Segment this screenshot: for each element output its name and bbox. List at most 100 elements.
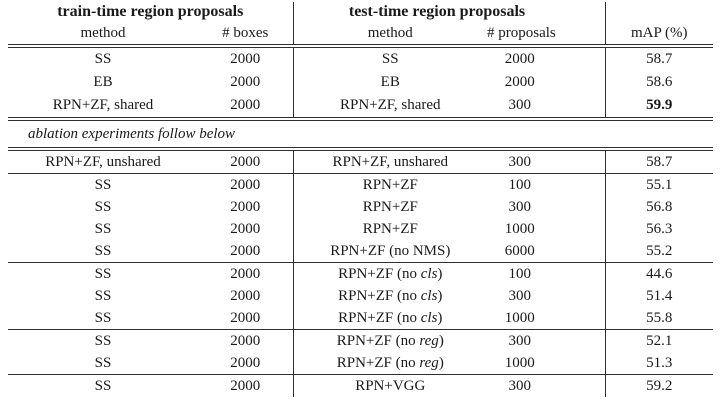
test-method-cell: RPN+ZF (no cls) [293, 263, 487, 286]
map-cell: 51.3 [646, 355, 673, 371]
test-method-cell: RPN+ZF, shared [293, 94, 487, 119]
header-test-proposals: # proposals [487, 22, 606, 46]
table-header: train-time region proposals test-time re… [8, 2, 714, 46]
test-method-text: RPN+ZF (no [338, 310, 421, 326]
map-cell: 51.4 [646, 288, 673, 304]
train-method-cell: SS [94, 243, 112, 259]
table-row: SS 2000 RPN+ZF 100 55.1 [8, 173, 713, 197]
test-method-cell: RPN+ZF (no cls) [293, 285, 487, 307]
ablation-note-band: ablation experiments follow below [8, 119, 714, 149]
test-method-cell: RPN+ZF (no cls) [293, 307, 487, 330]
proposals-cell: 300 [487, 196, 606, 218]
test-method-italic: cls [420, 288, 438, 304]
table-row: SS 2000 RPN+ZF (no reg) 1000 51.3 [8, 352, 713, 375]
ablation-note: ablation experiments follow below [28, 126, 236, 142]
proposals-cell: 300 [487, 374, 606, 397]
test-method-text: ) [438, 355, 444, 371]
train-boxes-cell: 2000 [198, 307, 294, 330]
train-method-cell: SS [94, 378, 112, 394]
header-map: mAP (%) [631, 25, 688, 41]
table-row: SS 2000 RPN+ZF (no reg) 300 52.1 [8, 329, 713, 353]
map-cell-best: 59.9 [646, 97, 673, 113]
test-method-cell: RPN+ZF [293, 196, 487, 218]
test-method-italic: reg [419, 355, 439, 371]
test-method-cell: EB [293, 71, 487, 94]
table-row: SS 2000 RPN+ZF (no cls) 300 51.4 [8, 285, 713, 307]
proposals-cell: 2000 [487, 46, 606, 71]
test-method-text: RPN+ZF (no [338, 266, 421, 282]
test-method-cell: RPN+ZF (no reg) [293, 352, 487, 375]
map-cell: 58.7 [646, 51, 673, 67]
test-method-italic: cls [420, 266, 438, 282]
train-method-cell: RPN+ZF, unshared [45, 154, 161, 170]
test-method-cell: RPN+ZF (no NMS) [293, 240, 487, 263]
table-row: SS 2000 RPN+ZF (no cls) 100 44.6 [8, 262, 713, 286]
ablation-results-table: train-time region proposals test-time re… [8, 2, 714, 398]
train-boxes-cell: 2000 [198, 196, 294, 218]
test-method-text: RPN+ZF (no NMS) [330, 243, 451, 259]
map-cell: 55.2 [646, 243, 673, 259]
header-map-spacer [605, 2, 713, 22]
header-train-group: train-time region proposals [8, 2, 294, 22]
train-boxes-cell: 2000 [198, 94, 294, 119]
test-method-italic: cls [420, 310, 438, 326]
no-reg-group: SS 2000 RPN+ZF (no reg) 300 52.1 SS 2000… [8, 329, 714, 375]
train-boxes-cell: 2000 [198, 149, 294, 174]
test-method-text: RPN+ZF (no [336, 333, 420, 349]
train-boxes-cell: 2000 [198, 374, 294, 397]
map-cell: 56.3 [646, 221, 673, 237]
test-method-cell: RPN+ZF, unshared [293, 149, 487, 174]
train-method-cell: SS [94, 221, 112, 237]
proposals-cell: 1000 [487, 218, 606, 240]
test-method-cell: RPN+VGG [293, 375, 487, 398]
test-method-cell: RPN+ZF [293, 218, 487, 240]
header-columns-row: method # boxes method # proposals mAP (%… [8, 22, 713, 46]
proposals-cell: 300 [487, 329, 606, 352]
proposals-cell: 300 [487, 149, 606, 174]
map-cell: 44.6 [646, 266, 673, 282]
table-row: SS 2000 RPN+ZF 300 56.8 [8, 196, 713, 218]
train-boxes-cell: 2000 [198, 173, 294, 196]
map-cell: 56.8 [646, 199, 673, 215]
test-method-cell: RPN+ZF [293, 174, 487, 197]
table-row: SS 2000 RPN+ZF 1000 56.3 [8, 218, 713, 240]
test-method-text: ) [437, 288, 443, 304]
test-method-text: RPN+ZF (no [336, 355, 420, 371]
table-row: RPN+ZF, shared 2000 RPN+ZF, shared 300 5… [8, 94, 713, 119]
train-boxes-cell: 2000 [198, 285, 294, 307]
proposals-cell: 100 [487, 173, 606, 196]
header-train-boxes: # boxes [198, 22, 294, 46]
test-method-text: RPN+ZF, unshared [332, 154, 449, 170]
train-method-cell: SS [94, 177, 112, 193]
train-method-cell: RPN+ZF, shared [52, 97, 154, 113]
train-boxes-cell: 2000 [198, 262, 294, 285]
map-cell: 59.2 [646, 378, 673, 394]
unshared-group: RPN+ZF, unshared 2000 RPN+ZF, unshared 3… [8, 149, 714, 174]
vgg-group: SS 2000 RPN+VGG 300 59.2 [8, 374, 713, 398]
test-method-text: RPN+ZF [362, 177, 418, 193]
train-method-cell: SS [94, 266, 112, 282]
header-group-row: train-time region proposals test-time re… [8, 2, 713, 22]
table-row: SS 2000 RPN+ZF (no NMS) 6000 55.2 [8, 240, 713, 263]
train-method-cell: SS [94, 199, 112, 215]
table-row: EB 2000 EB 2000 58.6 [8, 71, 713, 94]
table-row: ablation experiments follow below [8, 119, 713, 149]
train-method-cell: SS [94, 333, 112, 349]
train-boxes-cell: 2000 [198, 352, 294, 375]
train-method-cell: SS [94, 355, 112, 371]
train-boxes-cell: 2000 [198, 240, 294, 263]
map-cell: 52.1 [646, 333, 673, 349]
test-method-cell: RPN+ZF (no reg) [293, 330, 487, 353]
table-row: SS 2000 RPN+VGG 300 59.2 [8, 374, 713, 398]
no-cls-group: SS 2000 RPN+ZF (no cls) 100 44.6 SS 2000… [8, 262, 714, 330]
proposals-cell: 300 [487, 94, 606, 119]
map-cell: 58.7 [646, 154, 673, 170]
map-cell: 55.1 [646, 177, 673, 193]
train-boxes-cell: 2000 [198, 329, 294, 352]
table-row: SS 2000 RPN+ZF (no cls) 1000 55.8 [8, 307, 713, 330]
test-method-text: ) [437, 310, 443, 326]
proposals-cell: 100 [487, 262, 606, 285]
test-method-text: ) [437, 266, 443, 282]
train-boxes-cell: 2000 [198, 218, 294, 240]
table-row: SS 2000 SS 2000 58.7 [8, 46, 713, 71]
